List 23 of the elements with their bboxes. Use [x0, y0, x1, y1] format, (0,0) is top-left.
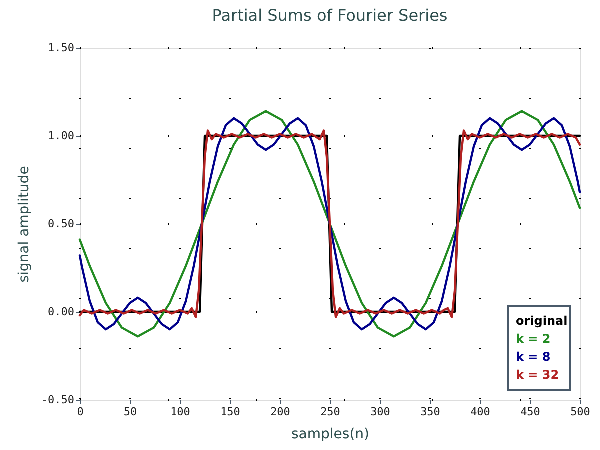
y-tick-label: 0.00	[48, 306, 74, 318]
x-tick-label: 450	[520, 406, 540, 418]
x-tick-label: 100	[170, 406, 190, 418]
text: k = 32	[516, 368, 560, 382]
x-tick-label: 300	[370, 406, 390, 418]
y-axis-title: signal amplitude	[16, 166, 32, 283]
y-tick-label: 0.50	[48, 218, 74, 230]
x-tick-label: 50	[124, 406, 138, 418]
chart-title: Partial Sums of Fourier Series	[212, 6, 448, 25]
x-axis-title: samples(n)	[292, 426, 370, 442]
x-tick-label: 250	[320, 406, 340, 418]
x-tick-label: 150	[220, 406, 240, 418]
y-tick-label: 1.50	[48, 42, 74, 54]
text: k = 8	[516, 350, 551, 364]
x-tick-label: 200	[270, 406, 290, 418]
y-tick-label: 1.00	[48, 130, 74, 142]
x-tick-label: 350	[420, 406, 440, 418]
x-tick-label: 500	[570, 406, 590, 418]
x-tick-label: 0	[77, 406, 84, 418]
text: original	[516, 314, 568, 328]
text: k = 2	[516, 332, 551, 346]
y-tick-label: -0.50	[41, 394, 74, 406]
x-tick-label: 400	[470, 406, 490, 418]
